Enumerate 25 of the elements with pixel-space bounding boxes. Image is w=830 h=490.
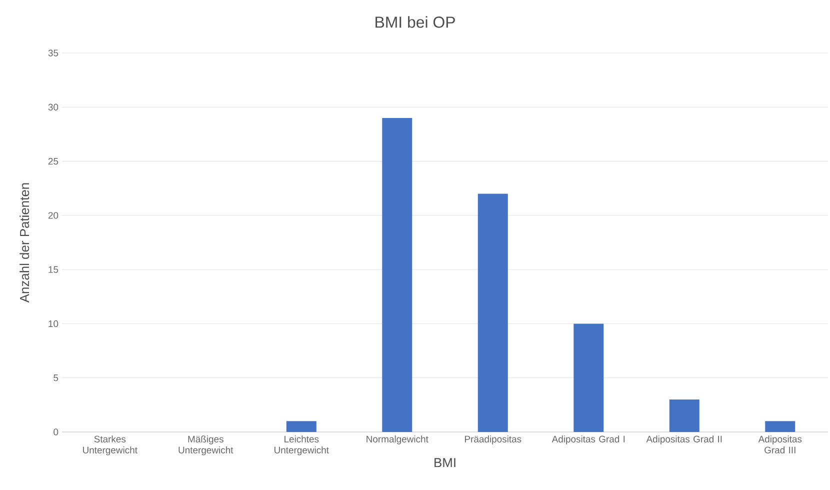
bar <box>765 421 796 432</box>
bar <box>574 324 604 432</box>
x-tick-label: Präadipositas <box>464 436 522 444</box>
bar <box>669 400 700 432</box>
bar <box>382 118 412 432</box>
x-axis-title: BMI <box>434 458 456 468</box>
x-tick-label: Normalgewicht <box>366 436 428 444</box>
chart-title: BMI bei OP <box>376 16 455 28</box>
x-tick-label: Adipositas Grad I <box>552 436 625 444</box>
x-tick-label: Leichtes Untergewicht <box>274 436 329 456</box>
x-tick-label: Adipositas Grad III <box>758 436 802 454</box>
y-tick-label: 15 <box>48 266 58 273</box>
y-tick-label: 5 <box>54 374 58 382</box>
x-tick-label: Starkes Untergewicht <box>83 436 138 456</box>
y-axis-title: Anzahl der Patienten <box>20 183 30 303</box>
x-tick-label: Mäßiges Untergewicht <box>178 436 234 456</box>
bar <box>478 194 508 432</box>
y-tick-label: 20 <box>48 212 58 219</box>
y-tick-label: 30 <box>48 104 58 110</box>
y-tick-label: 35 <box>48 50 58 56</box>
y-tick-label: 10 <box>48 320 58 328</box>
y-tick-label: 0 <box>54 428 58 436</box>
y-tick-label: 25 <box>48 158 58 165</box>
x-tick-label: Adipositas Grad II <box>646 436 722 444</box>
bar <box>286 421 316 432</box>
